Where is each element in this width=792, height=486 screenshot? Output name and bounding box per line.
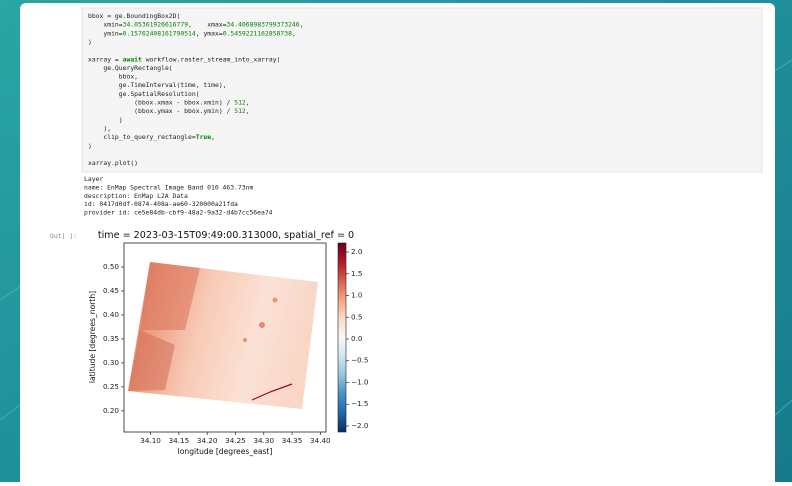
raster-feature [273,298,278,303]
code-token: xmin= [88,21,123,29]
colorbar-tick-label: −1.0 [351,377,369,386]
y-tick-label: 0.20 [103,406,119,415]
code-token: ymin= [88,29,123,37]
page: Out[ ]: time = 2023-03-15T09:49:00.31300… [0,0,792,482]
colorbar-tick-label: −1.5 [351,399,368,408]
code-line: xarray = await workflow.raster_stream_in… [88,55,280,63]
code-token: 0.15762408161790514 [123,29,196,37]
x-tick-label: 34.35 [282,436,303,445]
chart-title: time = 2023-03-15T09:49:00.313000, spati… [98,230,354,241]
colorbar-tick-label: 0.0 [351,334,363,343]
code-token: xarray.plot() [88,159,138,167]
code-token: xarray = [88,55,123,63]
code-token: 34.4068983799373246 [227,21,300,29]
code-token: , [211,133,215,141]
y-tick-label: 0.50 [103,262,119,271]
code-line: ) [88,116,123,124]
y-axis-label: latitude [degrees_north] [88,291,97,383]
code-token: ) [88,116,123,124]
colorbar [338,243,346,432]
code-token: , [246,99,250,107]
y-tick-label: 0.40 [103,310,119,319]
code-token: , ymax= [196,29,223,37]
x-axis-label: longitude [degrees_east] [178,447,273,456]
code-token: True [196,133,212,141]
colorbar-tick-label: −0.5 [351,356,368,365]
x-tick-label: 34.40 [310,436,331,445]
code-line: ), [88,124,111,132]
code-line: ) [88,142,92,150]
output-line: Layer [84,175,103,183]
code-token: ) [88,38,92,46]
code-token: clip_to_query_rectangle= [88,133,196,141]
raster [128,262,318,409]
raster-feature [243,338,247,342]
colorbar-tick-label: 1.5 [351,269,362,278]
code-token: workflow.raster_stream_into_xarray( [142,55,281,63]
code-token: 34.05361926616779 [123,21,189,29]
code-line: bbox = ge.BoundingBox2D( [88,12,180,20]
code-token: , [300,21,304,29]
x-tick-label: 34.20 [197,436,218,445]
code-line: ) [88,38,92,46]
colorbar-tick-label: −2.0 [351,421,369,430]
x-tick-label: 34.10 [140,436,161,445]
code-token: , [246,107,250,115]
output-line: provider id: ce5e84db-cbf9-48a2-9a32-d4b… [84,209,273,217]
code-token: 512 [234,107,246,115]
code-token: bbox, [88,73,138,81]
code-line: ge.SpatialResolution( [88,90,200,98]
code-token: ge.TimeInterval(time, time), [88,81,227,89]
code-token: (bbox.xmax - bbox.xmin) / [88,99,234,107]
code-token: ge.QueryRectangle( [88,64,173,72]
code-token: ), [88,124,111,132]
code-line: xarray.plot() [88,159,138,167]
y-tick-label: 0.35 [103,334,119,343]
code-token: , xmax= [188,21,227,29]
x-tick-label: 34.15 [169,436,190,445]
code-line: ymin=0.15762408161790514, ymax=0.5459221… [88,29,296,37]
code-token: ge.SpatialResolution( [88,90,200,98]
code-line: ge.QueryRectangle( [88,64,173,72]
y-tick-label: 0.45 [103,286,119,295]
code-token: (bbox.ymax - bbox.ymin) / [88,107,234,115]
code-line: ge.TimeInterval(time, time), [88,81,227,89]
output-line: name: EnMap Spectral Image Band 010 463.… [84,183,253,191]
colorbar-tick-label: 0.5 [351,312,362,321]
code-token: 0.5459221162858738 [223,29,292,37]
colorbar-tick-label: 1.0 [351,291,363,300]
raster-feature [259,322,265,328]
code-token: bbox = ge.BoundingBox2D( [88,12,180,20]
y-tick-label: 0.25 [103,382,119,391]
code-line: (bbox.xmax - bbox.xmin) / 512, [88,99,250,107]
y-tick-label: 0.30 [103,358,119,367]
code-line: clip_to_query_rectangle=True, [88,133,215,141]
code-token: ) [88,142,92,150]
output-line: id: 0417d0df-0874-408a-ae60-320000a21fda [84,200,238,208]
x-tick-label: 34.25 [225,436,246,445]
x-tick-label: 34.30 [253,436,274,445]
code-line: xmin=34.05361926616779, xmax=34.40689837… [88,21,304,29]
code-line: bbox, [88,73,138,81]
code-token: await [123,55,142,63]
code-token: 512 [234,99,246,107]
code-line: (bbox.ymax - bbox.ymin) / 512, [88,107,250,115]
output-line: description: EnMap L2A Data [84,192,188,200]
colorbar-tick-label: 2.0 [351,247,363,256]
out-prompt: Out[ ]: [50,232,77,240]
code-token: , [292,29,296,37]
